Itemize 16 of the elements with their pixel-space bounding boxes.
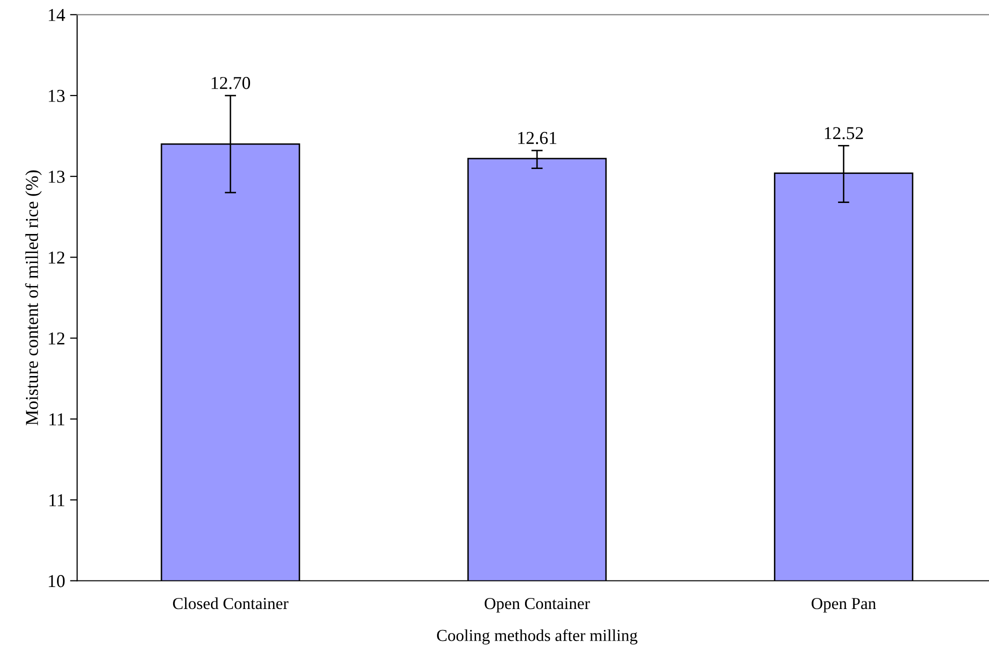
x-tick-label: Open Container [484, 598, 590, 613]
x-tick-label: Closed Container [173, 597, 288, 610]
x-tick-label: Open Pan [812, 598, 876, 613]
data-label: 12.70 [212, 76, 250, 90]
data-label: 12.61 [518, 132, 556, 144]
y-tick-label: 12 [48, 252, 64, 264]
y-tick-label: 14 [48, 8, 66, 21]
x-axis-title: Cooling methods after milling [437, 629, 638, 645]
y-tick-label: 10 [48, 575, 65, 588]
y-tick-label: 12 [48, 332, 64, 344]
y-tick-label: 13 [48, 90, 65, 102]
y-tick-label: 11 [50, 413, 64, 426]
y-axis-title: Moisture content of milled rice (%) [25, 170, 42, 426]
data-label: 12.52 [824, 127, 863, 140]
y-tick-label: 11 [50, 494, 64, 506]
y-tick-label: 13 [48, 170, 65, 183]
